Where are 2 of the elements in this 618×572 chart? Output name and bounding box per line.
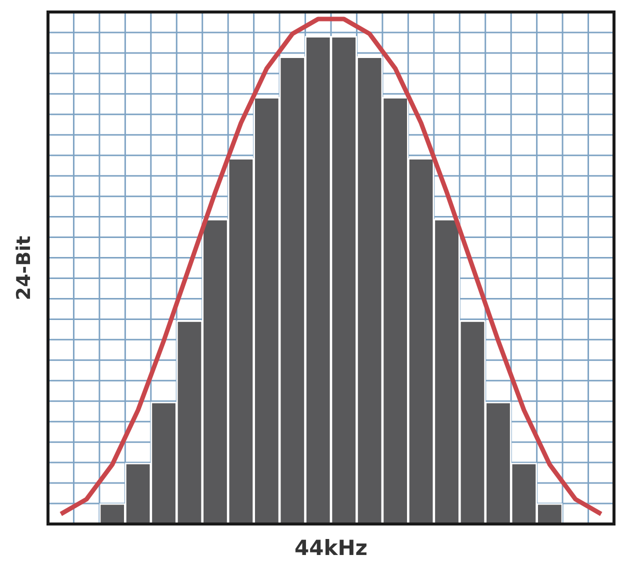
x-axis-title: 44kHz (294, 536, 368, 560)
y-axis-title: 24-Bit (13, 236, 35, 300)
